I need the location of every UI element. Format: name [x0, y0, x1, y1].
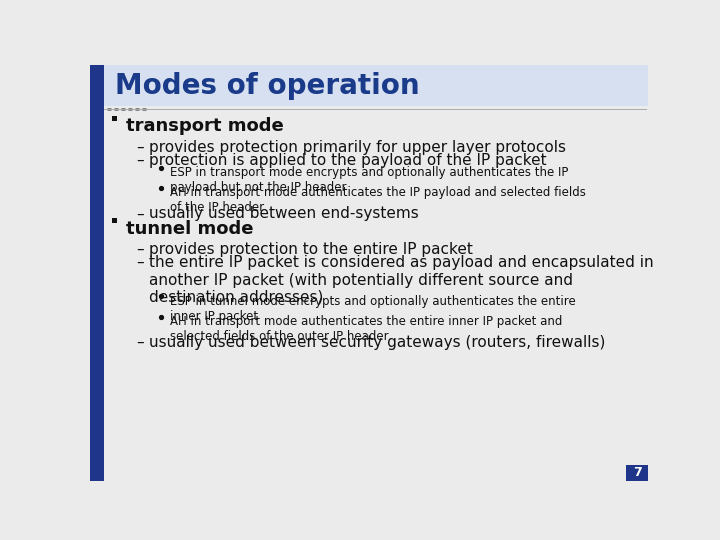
Text: –: – — [137, 242, 144, 257]
Text: the entire IP packet is considered as payload and encapsulated in
another IP pac: the entire IP packet is considered as pa… — [149, 255, 654, 305]
Text: provides protection primarily for upper layer protocols: provides protection primarily for upper … — [149, 140, 566, 154]
FancyBboxPatch shape — [104, 65, 648, 106]
Text: usually used between end-systems: usually used between end-systems — [149, 206, 418, 221]
Text: –: – — [137, 335, 144, 350]
Text: ESP in tunnel mode encrypts and optionally authenticates the entire
inner IP pac: ESP in tunnel mode encrypts and optional… — [170, 294, 575, 322]
Text: AH in transport mode authenticates the IP payload and selected fields
of the IP : AH in transport mode authenticates the I… — [170, 186, 585, 214]
FancyBboxPatch shape — [112, 116, 117, 121]
Text: –: – — [137, 255, 144, 270]
Text: tunnel mode: tunnel mode — [126, 220, 253, 238]
Text: transport mode: transport mode — [126, 117, 284, 135]
FancyBboxPatch shape — [90, 65, 104, 481]
Text: ESP in transport mode encrypts and optionally authenticates the IP
payload but n: ESP in transport mode encrypts and optio… — [170, 166, 568, 194]
FancyBboxPatch shape — [626, 465, 648, 481]
Text: –: – — [137, 140, 144, 154]
FancyBboxPatch shape — [112, 218, 117, 224]
Text: AH in transport mode authenticates the entire inner IP packet and
selected field: AH in transport mode authenticates the e… — [170, 315, 562, 343]
Text: –: – — [137, 153, 144, 168]
Text: provides protection to the entire IP packet: provides protection to the entire IP pac… — [149, 242, 473, 257]
Text: Modes of operation: Modes of operation — [114, 72, 420, 99]
Text: protection is applied to the payload of the IP packet: protection is applied to the payload of … — [149, 153, 546, 168]
Text: usually used between security gateways (routers, firewalls): usually used between security gateways (… — [149, 335, 606, 350]
Text: 7: 7 — [633, 467, 642, 480]
Text: –: – — [137, 206, 144, 221]
